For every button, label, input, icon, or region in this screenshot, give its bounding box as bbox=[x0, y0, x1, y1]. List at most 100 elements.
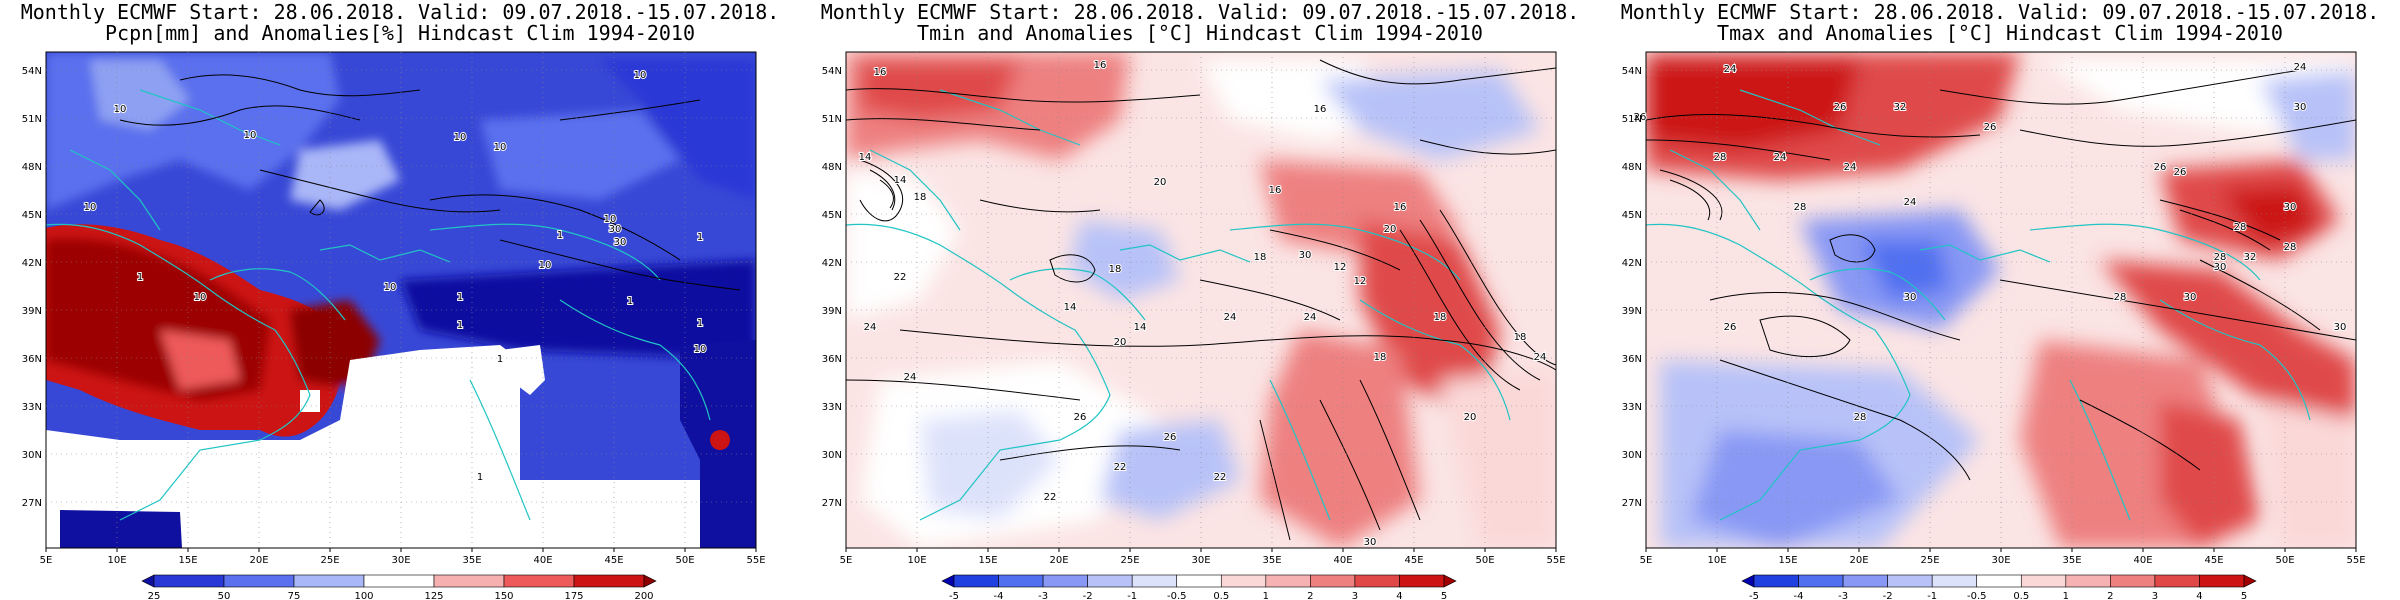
contour-label: 28 bbox=[1794, 202, 1807, 213]
contour-labels: 10 10 10 10 10 10 10 10 10 10 10 1 1 1 1 1 1 1 1 1 30 30 bbox=[83, 69, 708, 484]
contour-label: 20 bbox=[1114, 337, 1127, 348]
latitude-tick-label: 48N bbox=[1622, 162, 1642, 173]
latitude-tick-label: 30N bbox=[1622, 450, 1642, 461]
colorbar-label: -3 bbox=[1838, 591, 1848, 600]
longitude-tick-label: 15E bbox=[178, 555, 197, 566]
colorbar-swatch bbox=[141, 574, 155, 588]
contour-label: 10 bbox=[114, 104, 127, 115]
colorbar-label: 3 bbox=[2152, 591, 2158, 600]
longitude-tick-label: 5E bbox=[1640, 555, 1653, 566]
longitude-tick-label: 15E bbox=[978, 555, 997, 566]
anomaly-field bbox=[846, 52, 1556, 548]
colorbar-label: -1 bbox=[1127, 591, 1137, 600]
contour-label: 16 bbox=[1314, 104, 1327, 115]
colorbar-label: 4 bbox=[2196, 591, 2202, 600]
contour-label: 30 bbox=[1904, 292, 1917, 303]
colorbar-label: 2 bbox=[1307, 591, 1313, 600]
latitude-tick-label: 36N bbox=[822, 354, 842, 365]
panel-title-line2: Tmax and Anomalies [°C] Hindcast Clim 19… bbox=[1717, 21, 2283, 45]
contour-label: 28 bbox=[1854, 412, 1867, 423]
colorbar-label: -5 bbox=[1749, 591, 1759, 600]
colorbar-swatch bbox=[1976, 574, 2022, 588]
map-tmin: 1616161614141414181818181818202020202222… bbox=[822, 51, 1566, 600]
latitude-tick-label: 39N bbox=[1622, 306, 1642, 317]
contour-label: 30 bbox=[1364, 537, 1377, 548]
latitude-tick-label: 54N bbox=[822, 66, 842, 77]
contour-label: 32 bbox=[2244, 252, 2257, 263]
latitude-tick-label: 51N bbox=[822, 114, 842, 125]
colorbar-swatch bbox=[1887, 574, 1933, 588]
contour-label: 18 bbox=[914, 192, 927, 203]
contour-label: 1 bbox=[627, 296, 633, 307]
contour-label: 22 bbox=[894, 272, 907, 283]
latitude-tick-label: 45N bbox=[22, 210, 42, 221]
panel-title-line1: Monthly ECMWF Start: 28.06.2018. Valid: … bbox=[820, 0, 1580, 24]
longitude-ticks: 5E 10E 15E 20E 25E 30E 35E 40E 45E 50E 55E bbox=[840, 52, 1566, 566]
latitude-tick-label: 48N bbox=[822, 162, 842, 173]
latitude-tick-label: 54N bbox=[22, 66, 42, 77]
contour-label: 14 bbox=[1064, 302, 1077, 313]
colorbar-swatch bbox=[2243, 574, 2257, 588]
panel-title-line1: Monthly ECMWF Start: 28.06.2018. Valid: … bbox=[20, 0, 780, 24]
contour-label: 26 bbox=[2154, 162, 2167, 173]
colorbar-swatch bbox=[1443, 574, 1457, 588]
latitude-tick-label: 33N bbox=[22, 402, 42, 413]
panel-title-line1: Monthly ECMWF Start: 28.06.2018. Valid: … bbox=[1620, 0, 2380, 24]
colorbar-label: 1 bbox=[1263, 591, 1269, 600]
longitude-tick-label: 25E bbox=[1920, 555, 1939, 566]
colorbar-label: 5 bbox=[1441, 591, 1447, 600]
longitude-tick-label: 25E bbox=[1120, 555, 1139, 566]
colorbar: -5 -4 -3 -2 -1 -0.5 0.5 1 2 3 4 5 bbox=[1741, 574, 2257, 600]
map-tmax: 24 24242626262628282828283030303032322426… bbox=[1622, 51, 2366, 600]
contour-label: 24 bbox=[1904, 197, 1917, 208]
latitude-tick-label: 54N bbox=[1622, 66, 1642, 77]
contour-label: 14 bbox=[1134, 322, 1147, 333]
panel-tmax: Monthly ECMWF Start: 28.06.2018. Valid: … bbox=[1600, 0, 2400, 600]
contour-label: 24 bbox=[1774, 152, 1787, 163]
contour-label: 18 bbox=[1374, 352, 1387, 363]
colorbar-swatch bbox=[153, 574, 225, 588]
contour-label: 10 bbox=[604, 214, 617, 225]
colorbar-label: -5 bbox=[949, 591, 959, 600]
contour-label: 18 bbox=[1109, 264, 1122, 275]
contour-labels: 16 16 16 16 14 14 14 14 18 18 18 18 18 18 20 20 20 20 22 22… bbox=[858, 59, 1548, 549]
colorbar-label: -2 bbox=[1083, 591, 1093, 600]
colorbar: 25 50 75 100 125 150 175 200 bbox=[141, 574, 657, 600]
contour-label: 22 bbox=[1214, 472, 1227, 483]
contour-labels: 24 24242626262628282828283030303032322426… bbox=[1633, 61, 2348, 424]
longitude-tick-label: 15E bbox=[1778, 555, 1797, 566]
colorbar-label: 2 bbox=[2107, 591, 2113, 600]
contour-label: 26 bbox=[1164, 432, 1177, 443]
colorbar-label: 25 bbox=[148, 591, 161, 600]
contour-label: 1 bbox=[137, 272, 143, 283]
contour-label: 10 bbox=[694, 344, 707, 355]
contour-label: 28 bbox=[2114, 292, 2127, 303]
contour-label: 26 bbox=[1724, 322, 1737, 333]
contour-label: 18 bbox=[1254, 252, 1267, 263]
panel-precipitation: Monthly ECMWF Start: 28.06.2018. Valid: … bbox=[0, 0, 800, 600]
colorbar-swatch bbox=[433, 574, 505, 588]
colorbar-label: 4 bbox=[1396, 591, 1402, 600]
contour-label: 30 bbox=[609, 224, 622, 235]
colorbar-label: -4 bbox=[1794, 591, 1804, 600]
contour-label: 30 bbox=[2214, 262, 2227, 273]
colorbar-swatch bbox=[998, 574, 1044, 588]
colorbar-label: -1 bbox=[1927, 591, 1937, 600]
contour-label: 16 bbox=[1394, 202, 1407, 213]
longitude-tick-label: 45E bbox=[1404, 555, 1423, 566]
colorbar-label: 75 bbox=[288, 591, 301, 600]
latitude-tick-label: 45N bbox=[822, 210, 842, 221]
longitude-tick-label: 30E bbox=[1991, 555, 2010, 566]
longitude-tick-label: 55E bbox=[746, 555, 765, 566]
colorbar-label: 5 bbox=[2241, 591, 2247, 600]
longitude-tick-label: 55E bbox=[2346, 555, 2365, 566]
contour-label: 26 bbox=[2174, 167, 2187, 178]
contour-label: 10 bbox=[84, 202, 97, 213]
latitude-tick-label: 33N bbox=[1622, 402, 1642, 413]
longitude-tick-label: 30E bbox=[1191, 555, 1210, 566]
colorbar-swatch bbox=[573, 574, 645, 588]
contour-label: 10 bbox=[194, 292, 207, 303]
latitude-tick-label: 36N bbox=[1622, 354, 1642, 365]
contour-label: 22 bbox=[1044, 492, 1057, 503]
colorbar-label: 0.5 bbox=[1213, 591, 1229, 600]
